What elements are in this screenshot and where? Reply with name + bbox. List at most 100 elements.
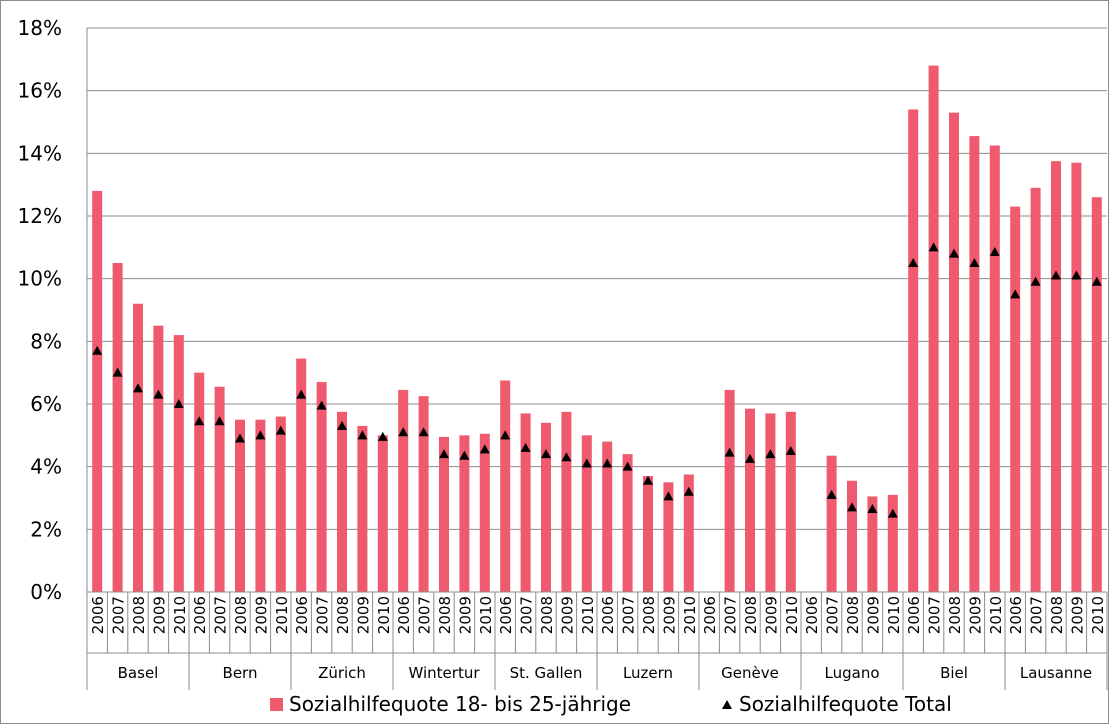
total-marker (887, 508, 898, 518)
year-tick-label: 2010 (987, 596, 1005, 634)
year-tick-label: 2007 (926, 596, 944, 634)
year-tick-label: 2009 (150, 596, 168, 634)
total-marker (1010, 289, 1021, 299)
total-marker (337, 420, 347, 430)
total-marker (133, 383, 143, 393)
bar (153, 325, 164, 592)
year-tick-label: 2010 (1089, 596, 1107, 634)
y-tick-label: 2% (30, 517, 62, 541)
total-marker (765, 449, 776, 459)
bar (112, 263, 123, 592)
y-tick-label: 8% (30, 329, 62, 353)
bar (235, 419, 245, 592)
total-marker (214, 416, 225, 426)
bar (643, 476, 653, 592)
total-marker (826, 489, 837, 499)
bar (602, 441, 613, 592)
bar (785, 411, 796, 592)
total-marker (989, 247, 1000, 257)
year-tick-label: 2009 (354, 596, 372, 634)
bar (928, 65, 939, 593)
legend-bar-label: Sozialhilfequote 18- bis 25-jährige (289, 692, 632, 716)
bar (520, 413, 531, 592)
bar (765, 413, 776, 592)
total-marker (541, 449, 551, 459)
bar (133, 303, 143, 592)
bar (1010, 206, 1021, 592)
group-label: St. Gallen (510, 664, 583, 682)
legend-item-markers: Sozialhilfequote Total (722, 692, 952, 716)
triangle-marker-icon (722, 699, 732, 709)
total-marker (847, 502, 857, 512)
year-tick-label: 2007 (416, 596, 434, 634)
bar (847, 480, 857, 592)
total-marker (1091, 276, 1102, 286)
year-tick-label: 2009 (558, 596, 576, 634)
group-label: Biel (940, 664, 968, 682)
bar (337, 411, 347, 592)
bar (969, 136, 980, 592)
total-marker (561, 452, 572, 462)
bar (908, 109, 919, 592)
year-tick-label: 2009 (660, 596, 678, 634)
year-tick-label: 2006 (293, 596, 311, 634)
bar (357, 425, 368, 592)
total-marker (745, 453, 755, 463)
bar-swatch-icon (270, 697, 283, 711)
total-marker (663, 491, 674, 501)
year-tick-label: 2007 (824, 596, 842, 634)
total-marker (785, 446, 796, 455)
total-marker (92, 345, 103, 355)
year-tick-label: 2008 (130, 596, 148, 634)
year-tick-label: 2010 (783, 596, 801, 634)
bar (500, 380, 511, 592)
bar (622, 454, 633, 592)
legend-marker-label: Sozialhilfequote Total (739, 692, 952, 716)
bar (377, 435, 388, 592)
year-tick-label: 2006 (701, 596, 719, 634)
bar (398, 389, 409, 592)
total-marker (296, 389, 307, 399)
year-tick-label: 2006 (395, 596, 413, 634)
bar (887, 494, 898, 592)
bar (724, 389, 735, 592)
year-tick-label: 2010 (885, 596, 903, 634)
group-label: Lausanne (1020, 664, 1092, 682)
axis-layer (86, 28, 1108, 690)
year-tick-label: 2008 (742, 596, 760, 634)
year-tick-label: 2008 (640, 596, 658, 634)
year-tick-label: 2010 (681, 596, 699, 634)
total-marker (643, 475, 653, 485)
bars-layer (92, 65, 1102, 593)
year-tick-label: 2008 (844, 596, 862, 634)
legend-item-bars: Sozialhilfequote 18- bis 25-jährige (270, 692, 631, 716)
year-tick-label: 2006 (89, 596, 107, 634)
total-marker (439, 449, 449, 459)
y-tick-label: 6% (30, 392, 62, 416)
year-tick-label: 2007 (620, 596, 638, 634)
total-marker (398, 427, 409, 437)
total-marker (1030, 276, 1041, 286)
total-marker (500, 430, 511, 440)
group-label: Genève (721, 664, 779, 682)
total-marker (112, 367, 123, 377)
legend: Sozialhilfequote 18- bis 25-jährige Sozi… (0, 692, 1109, 722)
total-marker (357, 430, 368, 440)
total-marker (724, 447, 735, 457)
year-tick-label: 2010 (579, 596, 597, 634)
year-tick-label: 2007 (212, 596, 230, 634)
year-tick-label: 2007 (722, 596, 740, 634)
group-label: Bern (223, 664, 258, 682)
total-marker (520, 442, 531, 452)
y-tick-label: 18% (18, 16, 62, 40)
year-tick-label: 2009 (966, 596, 984, 634)
bar (479, 433, 490, 592)
year-tick-label: 2009 (252, 596, 270, 634)
year-tick-label: 2007 (1028, 596, 1046, 634)
chart-svg: 0%2%4%6%8%10%12%14%16%18% 2006 2007 2008 20… (18, 16, 1108, 690)
total-marker (602, 458, 613, 468)
total-marker (418, 427, 429, 437)
bar (1051, 161, 1061, 592)
year-tick-label: 2007 (110, 596, 128, 634)
year-tick-label: 2008 (1048, 596, 1066, 634)
